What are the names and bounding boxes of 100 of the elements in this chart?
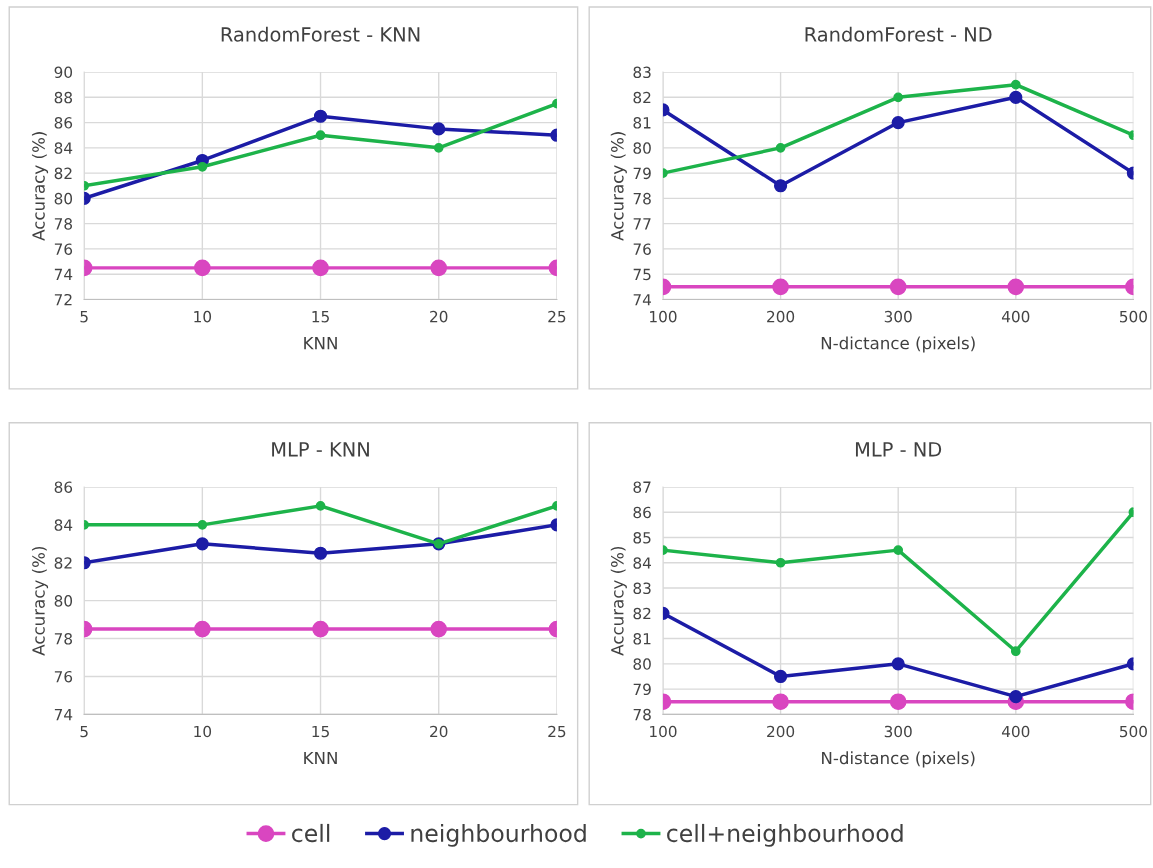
y-tick-label: 78 (633, 192, 651, 205)
x-tick-label: 100 (650, 725, 677, 738)
legend-label: cell+neighbourhood (667, 823, 903, 847)
y-tick-label: 81 (633, 117, 651, 129)
x-tick-label: 10 (194, 725, 212, 738)
y-tick-label: 74 (633, 294, 652, 306)
y-tick-label: 74 (54, 268, 73, 280)
point (312, 620, 329, 638)
point (194, 620, 211, 638)
y-tick-label: 84 (633, 557, 652, 569)
point (889, 693, 907, 711)
chart-title: RandomForest - ND (805, 26, 992, 42)
point (773, 669, 788, 684)
y-tick-label: 78 (54, 218, 73, 230)
point (891, 115, 905, 130)
point (194, 259, 211, 277)
y-tick-label: 80 (54, 595, 73, 607)
y-tick-label: 88 (54, 91, 73, 104)
point (433, 142, 444, 153)
point (893, 545, 904, 555)
x-tick-label: 500 (1120, 310, 1147, 323)
y-tick-label: 76 (54, 670, 73, 683)
y-tick-label: 87 (633, 481, 651, 493)
x-tick-label: 20 (430, 310, 448, 323)
point (195, 537, 209, 551)
x-tick-label: 300 (884, 310, 912, 323)
point (1009, 90, 1023, 104)
x-axis-title: N-dictance (pixels) (821, 336, 975, 353)
y-axis-title: Accuracy (%) (31, 132, 49, 241)
x-tick-label: 15 (312, 725, 329, 738)
y-tick-label: 86 (633, 506, 651, 519)
y-tick-label: 82 (633, 607, 651, 620)
y-tick-label: 90 (54, 66, 73, 79)
x-tick-label: 200 (767, 725, 795, 738)
y-tick-label: 82 (54, 167, 72, 180)
y-axis-title: Accuracy (%) (31, 546, 49, 656)
y-tick-label: 85 (633, 531, 651, 544)
point (1009, 690, 1023, 704)
point (315, 501, 326, 511)
x-tick-label: 200 (767, 310, 795, 323)
legend-label: cell (292, 823, 330, 843)
chart-title: MLP - KNN (272, 442, 369, 457)
point (1007, 278, 1025, 296)
y-tick-label: 75 (633, 268, 651, 281)
point (313, 546, 328, 560)
y-tick-label: 76 (54, 243, 73, 255)
x-tick-label: 20 (430, 725, 448, 738)
y-tick-label: 79 (633, 167, 651, 180)
y-axis-title: Accuracy (%) (610, 546, 627, 656)
y-tick-label: 80 (633, 142, 651, 154)
point (889, 278, 907, 296)
point (315, 130, 326, 141)
point (772, 693, 789, 711)
y-tick-label: 76 (633, 243, 651, 255)
x-tick-label: 25 (548, 310, 566, 323)
point (430, 259, 448, 277)
point (893, 92, 904, 103)
y-tick-label: 82 (633, 91, 651, 104)
point (775, 142, 786, 153)
y-tick-label: 74 (54, 709, 73, 721)
point (430, 620, 448, 638)
y-tick-label: 83 (633, 582, 651, 595)
y-tick-label: 72 (54, 293, 72, 306)
y-tick-label: 78 (633, 708, 651, 721)
chart-title: RandomForest - KNN (221, 26, 420, 42)
x-axis-title: N-distance (pixels) (822, 751, 975, 768)
y-tick-label: 86 (54, 117, 73, 129)
point (772, 278, 789, 296)
y-tick-label: 79 (633, 683, 651, 696)
y-tick-label: 78 (54, 633, 73, 645)
x-tick-label: 15 (312, 311, 329, 323)
y-tick-label: 80 (633, 658, 651, 670)
y-tick-label: 83 (633, 66, 651, 79)
y-axis-title: Accuracy (%) (610, 132, 627, 241)
y-tick-label: 80 (54, 192, 73, 205)
point (775, 557, 786, 568)
chart-title: MLP - ND (855, 442, 942, 457)
x-tick-label: 400 (1001, 725, 1030, 738)
y-tick-label: 82 (54, 557, 72, 569)
x-tick-label: 100 (650, 310, 677, 323)
x-axis-title: KNN (304, 751, 337, 765)
y-tick-label: 81 (633, 633, 651, 645)
y-tick-label: 77 (633, 218, 651, 230)
x-tick-label: 10 (194, 310, 212, 323)
x-tick-label: 400 (1001, 310, 1030, 323)
point (197, 519, 208, 530)
point (1010, 79, 1021, 90)
legend-label: neighbourhood (411, 823, 586, 847)
x-tick-label: 5 (80, 311, 88, 323)
x-tick-label: 300 (884, 725, 912, 738)
x-tick-label: 5 (80, 725, 88, 738)
x-tick-label: 500 (1120, 725, 1147, 738)
point (1010, 646, 1021, 657)
y-tick-label: 84 (54, 142, 73, 154)
x-axis-title: KNN (304, 336, 337, 350)
point (432, 122, 446, 136)
point (197, 161, 208, 172)
y-tick-label: 86 (54, 481, 73, 493)
y-tick-label: 84 (54, 519, 73, 531)
point (312, 259, 329, 277)
